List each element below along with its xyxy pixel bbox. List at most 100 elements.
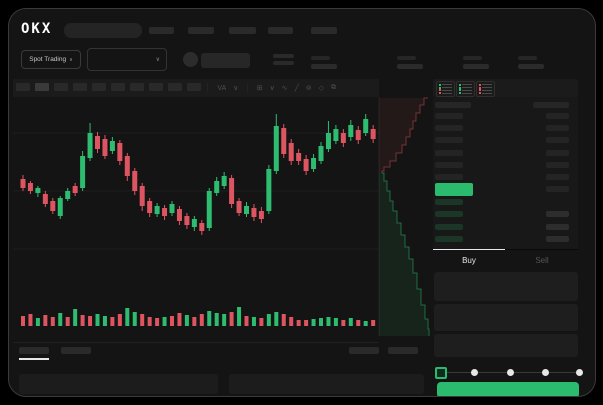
avatar[interactable] bbox=[183, 52, 198, 67]
buy-submit-button[interactable] bbox=[437, 382, 579, 396]
timeframe-button[interactable] bbox=[73, 83, 87, 91]
divider bbox=[13, 342, 379, 343]
candle-body bbox=[20, 179, 26, 188]
candle-body bbox=[199, 223, 205, 231]
book-asks-only-icon[interactable] bbox=[476, 81, 495, 97]
timeframe-button[interactable] bbox=[35, 83, 49, 91]
timeframe-button[interactable] bbox=[16, 83, 30, 91]
candle-body bbox=[206, 191, 212, 228]
divider bbox=[433, 249, 578, 250]
pair-selector[interactable]: ∨ bbox=[87, 48, 167, 71]
volume-bar bbox=[184, 315, 189, 326]
volume-bar bbox=[28, 314, 33, 326]
volume-bar bbox=[341, 320, 346, 326]
slider-step[interactable] bbox=[542, 369, 549, 376]
nav-item[interactable] bbox=[149, 27, 174, 34]
timeframe-button[interactable] bbox=[111, 83, 125, 91]
search-input[interactable] bbox=[64, 23, 142, 38]
volume-bar bbox=[170, 316, 174, 326]
bottom-control[interactable] bbox=[349, 347, 379, 354]
indicators-icon[interactable]: ⊞ bbox=[256, 85, 263, 92]
stat-value-placeholder bbox=[463, 64, 489, 69]
nav-item[interactable] bbox=[311, 27, 337, 34]
order-price-field[interactable] bbox=[434, 272, 578, 301]
stat-label-placeholder bbox=[311, 56, 330, 60]
timeframe-button[interactable] bbox=[92, 83, 106, 91]
header-button[interactable] bbox=[201, 53, 250, 68]
candle-body bbox=[124, 156, 130, 176]
bid-row-price[interactable] bbox=[435, 236, 463, 242]
candlestick-chart[interactable] bbox=[9, 9, 596, 397]
stat-label-placeholder bbox=[463, 56, 482, 60]
nav-item[interactable] bbox=[188, 27, 214, 34]
bid-row-price[interactable] bbox=[435, 211, 463, 217]
fullscreen-icon[interactable]: ⧉ bbox=[331, 84, 337, 91]
ask-row-price[interactable] bbox=[435, 125, 463, 131]
last-price-badge bbox=[435, 183, 473, 196]
slider-step[interactable] bbox=[471, 369, 478, 376]
orderbook-rows-bg bbox=[433, 97, 578, 249]
candle-body bbox=[296, 153, 302, 161]
candle-body bbox=[258, 211, 264, 219]
volume-bar bbox=[147, 317, 152, 326]
market-type-selector[interactable]: Spot Trading ∨ bbox=[21, 50, 81, 69]
book-bids-only-icon[interactable] bbox=[456, 81, 475, 97]
chart-style-icon[interactable]: VA bbox=[217, 84, 227, 92]
candle-body bbox=[303, 159, 309, 171]
volume-bar bbox=[237, 307, 242, 326]
volume-bar bbox=[251, 317, 256, 326]
order-amount-field[interactable] bbox=[434, 304, 578, 331]
candle-body bbox=[333, 129, 339, 141]
candle-body bbox=[244, 206, 249, 214]
tab-sell[interactable]: Sell bbox=[535, 256, 549, 265]
volume-bar bbox=[162, 317, 167, 326]
ask-row-amount bbox=[546, 113, 569, 119]
bottom-tab-history[interactable] bbox=[61, 347, 91, 354]
nav-item[interactable] bbox=[229, 27, 256, 34]
objects-icon[interactable]: ◇ bbox=[318, 85, 325, 92]
chevron-down-icon[interactable]: ∨ bbox=[269, 85, 275, 92]
slider-step[interactable] bbox=[576, 369, 583, 376]
timeframe-button[interactable] bbox=[187, 83, 201, 91]
timeframe-button[interactable] bbox=[149, 83, 163, 91]
bid-row-amount bbox=[546, 224, 569, 230]
slider-step[interactable] bbox=[507, 369, 514, 376]
bid-row-price[interactable] bbox=[435, 224, 463, 230]
timeframe-button[interactable] bbox=[130, 83, 144, 91]
draw-icon[interactable]: ╱ bbox=[294, 85, 299, 92]
volume-bar bbox=[229, 312, 234, 326]
candle-body bbox=[147, 201, 153, 213]
candle-body bbox=[251, 208, 257, 217]
volume-bar bbox=[155, 318, 160, 326]
book-combined-icon[interactable] bbox=[436, 81, 455, 97]
slider-handle[interactable] bbox=[435, 367, 447, 379]
ask-row-price[interactable] bbox=[435, 113, 463, 119]
candle-body bbox=[102, 139, 108, 156]
candle-body bbox=[184, 216, 190, 225]
volume-bar bbox=[88, 316, 93, 326]
nav-item[interactable] bbox=[268, 27, 293, 34]
camera-icon[interactable]: ⊚ bbox=[305, 85, 312, 92]
candle-body bbox=[311, 158, 317, 169]
orderbook-toolbar bbox=[433, 79, 578, 97]
candle-body bbox=[57, 198, 63, 216]
ask-row-price[interactable] bbox=[435, 174, 463, 180]
volume-bar bbox=[21, 316, 25, 326]
chevron-down-icon[interactable]: ∨ bbox=[233, 85, 239, 92]
ask-row-price[interactable] bbox=[435, 150, 463, 156]
tab-buy[interactable]: Buy bbox=[462, 256, 476, 265]
line-tool-icon[interactable]: ∿ bbox=[281, 85, 288, 92]
bottom-tab-orders[interactable] bbox=[19, 347, 49, 354]
bottom-control[interactable] bbox=[388, 347, 418, 354]
timeframe-button[interactable] bbox=[168, 83, 182, 91]
bid-row-amount bbox=[546, 211, 569, 217]
ask-row-price[interactable] bbox=[435, 137, 463, 143]
candle-body bbox=[80, 156, 86, 188]
order-total-field[interactable] bbox=[434, 334, 578, 357]
stat-label-placeholder bbox=[518, 56, 537, 60]
candle-body bbox=[87, 133, 93, 158]
timeframe-button[interactable] bbox=[54, 83, 68, 91]
ask-row-amount bbox=[546, 137, 569, 143]
bid-row-price[interactable] bbox=[435, 199, 463, 205]
ask-row-price[interactable] bbox=[435, 162, 463, 168]
